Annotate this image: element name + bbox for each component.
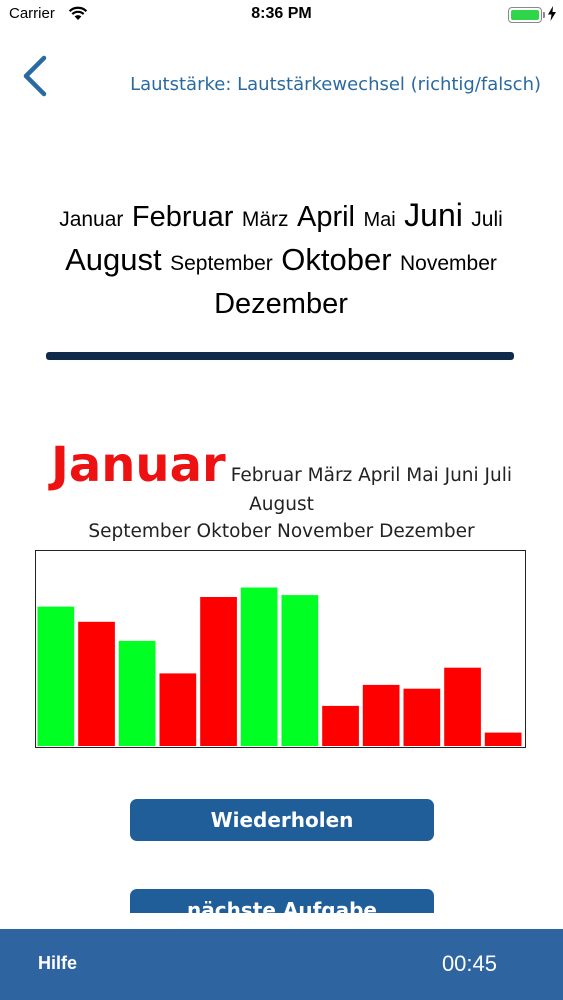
cloud-month-april: April bbox=[296, 201, 355, 233]
chart-bar-10 bbox=[403, 688, 441, 746]
chart-bar-12 bbox=[484, 732, 522, 746]
chart-bar-11 bbox=[444, 667, 481, 746]
page-title: Lautstärke: Lautstärkewechsel (richtig/f… bbox=[130, 74, 541, 95]
volume-bar-chart bbox=[35, 550, 526, 748]
battery-icon bbox=[508, 7, 542, 23]
status-clock: 8:36 PM bbox=[251, 5, 312, 22]
cloud-month-oktober: Oktober bbox=[281, 242, 392, 277]
chart-bar-1 bbox=[37, 606, 75, 746]
cloud-month-januar: Januar bbox=[59, 208, 124, 231]
help-button[interactable]: Hilfe bbox=[38, 953, 78, 973]
cloud-month-dezember: Dezember bbox=[214, 288, 348, 320]
divider bbox=[46, 352, 514, 360]
wifi-icon bbox=[68, 6, 88, 26]
chevron-left-icon bbox=[23, 55, 47, 97]
cloud-month-september: September bbox=[170, 252, 273, 275]
back-button[interactable] bbox=[18, 54, 54, 98]
chart-bar-8 bbox=[322, 705, 359, 746]
cloud-month-februar: Februar bbox=[131, 201, 234, 233]
status-bar: Carrier 8:36 PM bbox=[0, 0, 563, 30]
next-task-button[interactable]: nächste Aufgabe bbox=[130, 889, 434, 913]
bar-chart-svg bbox=[37, 587, 522, 746]
chart-bar-4 bbox=[159, 673, 197, 746]
carrier-label: Carrier bbox=[9, 5, 55, 22]
chart-bar-7 bbox=[281, 595, 319, 746]
chart-bar-3 bbox=[118, 640, 156, 746]
bottom-bar: Hilfe 00:45 bbox=[0, 929, 563, 1000]
month-cloud-volume: Januar Februar März April Mai Juni Juli … bbox=[36, 196, 526, 328]
timer: 00:45 bbox=[441, 951, 497, 976]
months-line-2: September Oktober November Dezember bbox=[88, 521, 475, 542]
cloud-month-juli: Juli bbox=[471, 208, 503, 231]
chart-bar-2 bbox=[78, 621, 115, 746]
cloud-month-november: November bbox=[400, 252, 497, 275]
months-line-1: Februar März April Mai Juni Juli August bbox=[230, 465, 513, 515]
chart-bar-6 bbox=[240, 587, 278, 746]
charging-bolt-icon bbox=[548, 6, 556, 26]
battery-cap bbox=[543, 12, 545, 18]
chart-bar-9 bbox=[362, 684, 400, 746]
cloud-month-märz: März bbox=[241, 208, 289, 231]
month-cloud-highlight: Januar Februar März April Mai Juni Juli … bbox=[20, 436, 543, 549]
highlighted-month: Januar bbox=[50, 437, 226, 493]
cloud-month-august: August bbox=[65, 242, 162, 277]
cloud-month-juni: Juni bbox=[404, 197, 463, 233]
repeat-button[interactable]: Wiederholen bbox=[130, 799, 434, 841]
cloud-month-mai: Mai bbox=[363, 209, 396, 231]
chart-bar-5 bbox=[200, 597, 237, 746]
